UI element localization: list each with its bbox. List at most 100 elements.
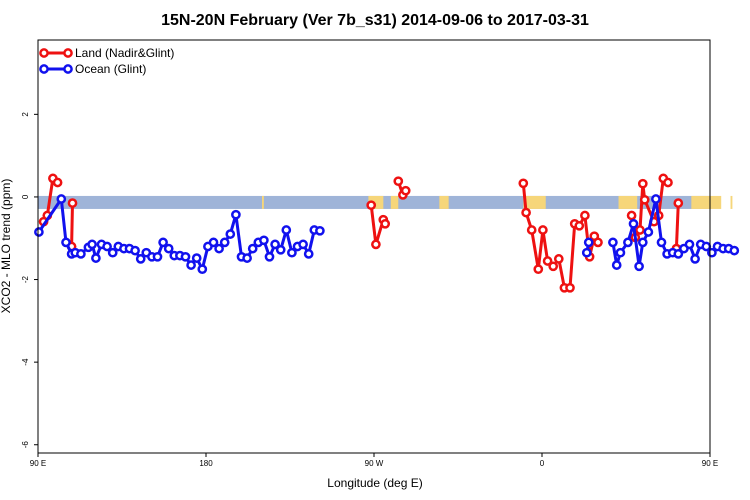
data-point xyxy=(102,241,112,252)
x-tick-label: 180 xyxy=(199,459,213,468)
x-tick-label: 90 E xyxy=(702,459,718,468)
data-point xyxy=(225,229,236,239)
data-point xyxy=(400,185,411,196)
y-axis: 2 0 -2 -4 -6 xyxy=(21,112,38,449)
y-axis-label: XCO2 - MLO trend (ppm) xyxy=(0,179,13,314)
legend-label: Land (Nadir&Glint) xyxy=(75,46,174,60)
data-point xyxy=(214,243,224,254)
data-point xyxy=(130,245,140,256)
data-point xyxy=(107,247,118,258)
series-group xyxy=(38,173,684,293)
data-point xyxy=(191,253,202,263)
x-tick-label: 0 xyxy=(540,459,545,468)
data-point xyxy=(673,249,684,259)
data-point xyxy=(538,225,548,235)
data-point xyxy=(287,247,297,258)
data-point xyxy=(366,200,377,211)
background-bands xyxy=(38,195,733,209)
data-point xyxy=(574,220,585,231)
data-point xyxy=(264,251,275,262)
y-tick-label: -2 xyxy=(21,275,30,283)
data-point xyxy=(729,245,740,256)
data-point xyxy=(593,237,603,248)
data-point xyxy=(608,237,618,248)
y-tick-label: 2 xyxy=(21,112,30,117)
data-point xyxy=(565,282,575,293)
data-point xyxy=(275,244,286,255)
data-point xyxy=(163,243,174,254)
legend-marker xyxy=(63,64,73,74)
data-point xyxy=(197,264,208,275)
y-tick-label: 0 xyxy=(21,194,30,199)
data-point xyxy=(380,218,391,229)
data-point xyxy=(518,178,529,189)
y-tick-label: -6 xyxy=(21,441,30,449)
data-point xyxy=(52,177,63,188)
x-tick-label: 90 W xyxy=(365,459,384,468)
data-point xyxy=(259,235,269,246)
x-axis: 90 E 180 90 W 0 90 E xyxy=(30,453,718,468)
data-point xyxy=(180,251,191,262)
data-point xyxy=(542,256,553,266)
series-line xyxy=(70,203,74,247)
legend-label: Ocean (Glint) xyxy=(75,62,146,76)
land-band xyxy=(262,195,264,209)
legend: Land (Nadir&Glint) Ocean (Glint) xyxy=(39,46,174,76)
data-point xyxy=(219,237,230,248)
legend-marker xyxy=(63,48,73,58)
y-tick-label: -4 xyxy=(21,358,30,366)
x-tick-label: 90 E xyxy=(30,459,46,468)
series-group xyxy=(34,194,740,275)
data-point xyxy=(580,210,590,221)
data-point xyxy=(548,261,559,272)
data-point xyxy=(281,225,292,235)
series-layer xyxy=(34,173,740,293)
series-line xyxy=(521,183,600,290)
data-point xyxy=(152,251,163,262)
data-point xyxy=(526,225,537,235)
data-point xyxy=(247,243,258,254)
data-point xyxy=(626,210,637,221)
data-point xyxy=(656,237,667,248)
data-point xyxy=(663,177,673,188)
land-band xyxy=(618,195,638,209)
data-point xyxy=(393,176,404,187)
data-point xyxy=(34,227,44,237)
data-point xyxy=(521,207,531,218)
data-point xyxy=(634,261,644,272)
data-point xyxy=(581,247,592,258)
data-point xyxy=(673,198,684,208)
data-point xyxy=(690,254,700,264)
data-point xyxy=(87,239,97,250)
data-point xyxy=(186,260,196,270)
x-axis-label: Longitude (deg E) xyxy=(327,476,422,490)
legend-marker xyxy=(39,64,49,74)
data-point xyxy=(615,247,626,258)
data-point xyxy=(158,237,168,248)
data-point xyxy=(91,253,101,263)
data-point xyxy=(583,237,594,248)
data-point xyxy=(371,239,381,250)
data-point xyxy=(628,218,639,229)
land-band xyxy=(691,195,722,209)
data-point xyxy=(651,194,661,204)
series-line xyxy=(674,203,680,249)
data-point xyxy=(637,178,648,189)
data-point xyxy=(684,239,695,250)
data-point xyxy=(637,237,648,248)
data-point xyxy=(533,264,544,275)
data-point xyxy=(635,225,645,235)
data-point xyxy=(135,254,146,264)
land-band xyxy=(730,195,733,209)
data-point xyxy=(623,237,633,248)
data-point xyxy=(242,253,252,263)
land-band xyxy=(523,195,546,209)
chart-title: 15N-20N February (Ver 7b_s31) 2014-09-06… xyxy=(161,12,589,29)
data-point xyxy=(643,227,654,237)
data-point xyxy=(231,209,241,220)
land-band xyxy=(390,195,399,209)
data-point xyxy=(303,249,314,259)
data-point xyxy=(208,237,219,248)
data-point xyxy=(553,254,564,264)
data-point xyxy=(298,239,308,250)
